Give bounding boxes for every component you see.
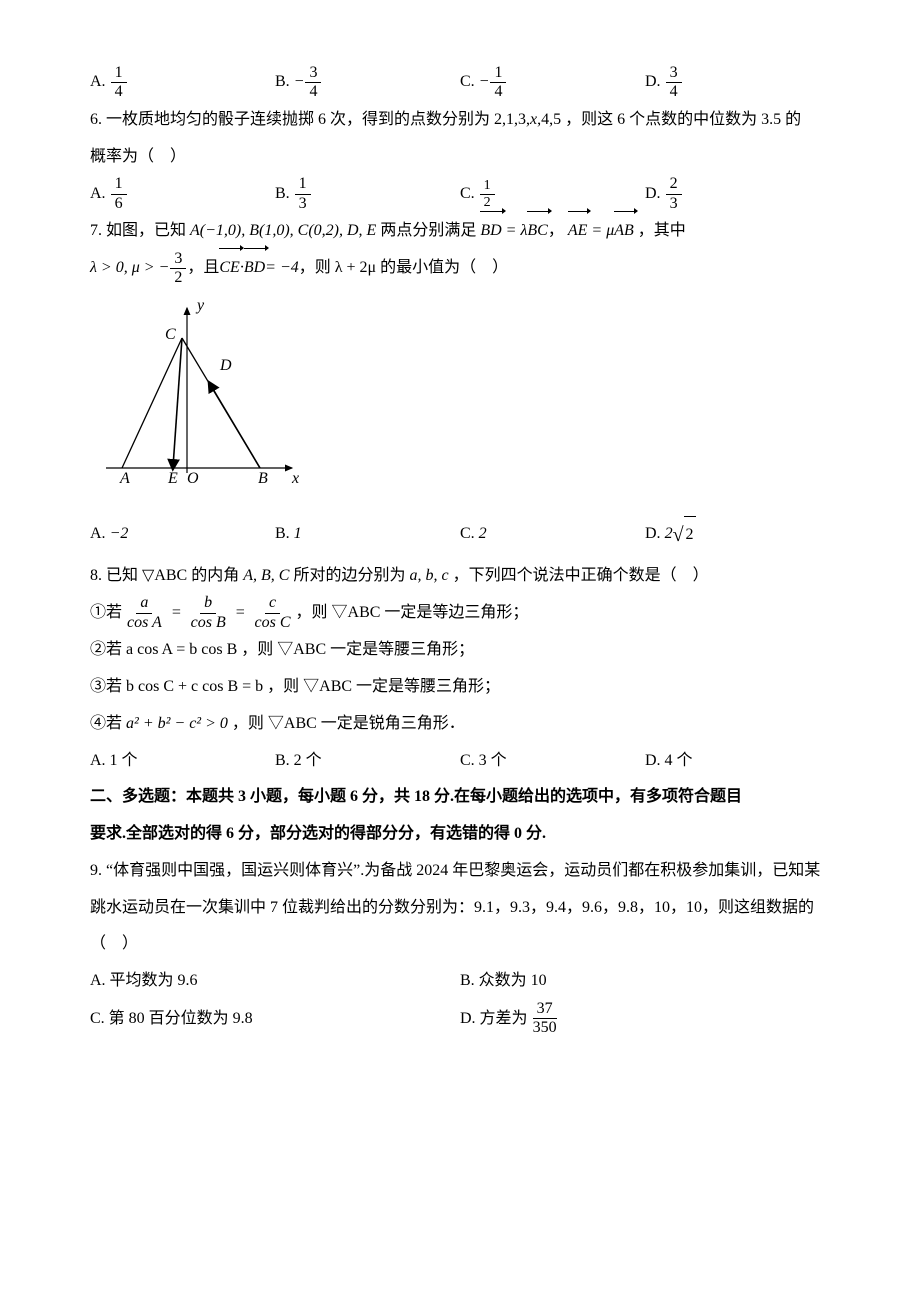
- q5-opt-d: D. 34: [645, 64, 830, 102]
- q6-opt-d: D. 23: [645, 175, 830, 213]
- q5-opt-b: B. −34: [275, 64, 460, 102]
- q9-opt-b: B. 众数为 10: [460, 963, 830, 1000]
- svg-text:B: B: [258, 470, 268, 487]
- q6-opt-a: A. 16: [90, 175, 275, 213]
- q8-opt-a: A. 1 个: [90, 743, 275, 780]
- q9-opt-c: C. 第 80 百分位数为 9.8: [90, 1000, 460, 1038]
- opt-label: D.: [645, 64, 661, 101]
- svg-text:O: O: [187, 470, 199, 487]
- q8-s2: ②若 a cos A = b cos B ，则 ▽ABC 一定是等腰三角形；: [90, 632, 830, 669]
- q8-s3: ③若 b cos C + c cos B = b ，则 ▽ABC 一定是等腰三角…: [90, 669, 830, 706]
- q7-opt-b: B. 1: [275, 512, 460, 558]
- q8-opt-d: D. 4 个: [645, 743, 830, 780]
- q6-options: A. 16 B. 13 C. 12 D. 23: [90, 175, 830, 213]
- section2-heading-l1: 二、多选题：本题共 3 小题，每小题 6 分，共 18 分.在每小题给出的选项中…: [90, 779, 830, 816]
- q7-figure-svg: A EO Bx C Dy: [102, 298, 312, 493]
- q7-diagram: A EO Bx C Dy: [102, 298, 830, 508]
- q8-opt-b: B. 2 个: [275, 743, 460, 780]
- q8-s1: ①若 acos A = bcos B = ccos C ，则 ▽ABC 一定是等…: [90, 594, 830, 632]
- opt-label: B.: [275, 64, 290, 101]
- q9-p3: （ ）: [90, 926, 830, 963]
- q8-opt-c: C. 3 个: [460, 743, 645, 780]
- svg-text:D: D: [219, 357, 232, 374]
- q7-opt-a: A. −2: [90, 512, 275, 558]
- q9-options-row2: C. 第 80 百分位数为 9.8 D. 方差为 37350: [90, 1000, 830, 1038]
- q6-opt-b: B. 13: [275, 175, 460, 213]
- vec-bc: BC: [527, 213, 547, 250]
- vec-bd2: BD: [244, 250, 265, 287]
- q6-stem-line2: 概率为（ ）: [90, 139, 830, 176]
- q5-opt-c: C. −14: [460, 64, 645, 102]
- q9-p1: 9. “体育强则中国强，国运兴则体育兴”.为备战 2024 年巴黎奥运会，运动员…: [90, 853, 830, 890]
- q7-options: A. −2 B. 1 C. 2 D. 2√2: [90, 512, 830, 558]
- vec-ab: AB: [614, 213, 634, 250]
- vec-ae: AE: [568, 213, 588, 250]
- q5-options: A. 14 B. −34 C. −14 D. 34: [90, 64, 830, 102]
- opt-label: A.: [90, 64, 106, 101]
- svg-text:A: A: [119, 470, 130, 487]
- q7-line2: λ > 0, μ > − 32 ，且 CE · BD = −4 ，则 λ + 2…: [90, 250, 830, 288]
- svg-text:E: E: [167, 470, 178, 487]
- section2-heading-l2: 要求.全部选对的得 6 分，部分选对的得部分分，有选错的得 0 分.: [90, 816, 830, 853]
- q7-opt-c: C. 2: [460, 512, 645, 558]
- q9-p2: 跳水运动员在一次集训中 7 位裁判给出的分数分别为：9.1，9.3，9.4，9.…: [90, 890, 830, 927]
- q5-opt-a: A. 14: [90, 64, 275, 102]
- q7-line1: 7. 如图，已知 A(−1,0), B(1,0), C(0,2), D, E 两…: [90, 213, 830, 250]
- vec-ce: CE: [219, 250, 239, 287]
- opt-label: C.: [460, 64, 475, 101]
- svg-text:C: C: [165, 326, 176, 343]
- q6-opt-c: C. 12: [460, 175, 645, 213]
- q8-s4: ④若 a² + b² − c² > 0 ，则 ▽ABC 一定是锐角三角形．: [90, 706, 830, 743]
- q7-opt-d: D. 2√2: [645, 512, 830, 558]
- vec-bd: BD: [480, 213, 501, 250]
- q9-opt-a: A. 平均数为 9.6: [90, 963, 460, 1000]
- q8-stem: 8. 已知 ▽ABC 的内角 A, B, C 所对的边分别为 a, b, c ，…: [90, 558, 830, 595]
- svg-text:x: x: [291, 470, 299, 487]
- svg-text:y: y: [195, 298, 205, 314]
- q9-options-row1: A. 平均数为 9.6 B. 众数为 10: [90, 963, 830, 1000]
- q6-stem: 6. 一枚质地均匀的骰子连续抛掷 6 次，得到的点数分别为 2,1,3,x,4,…: [90, 102, 830, 139]
- q8-options: A. 1 个 B. 2 个 C. 3 个 D. 4 个: [90, 743, 830, 780]
- q9-opt-d: D. 方差为 37350: [460, 1000, 830, 1038]
